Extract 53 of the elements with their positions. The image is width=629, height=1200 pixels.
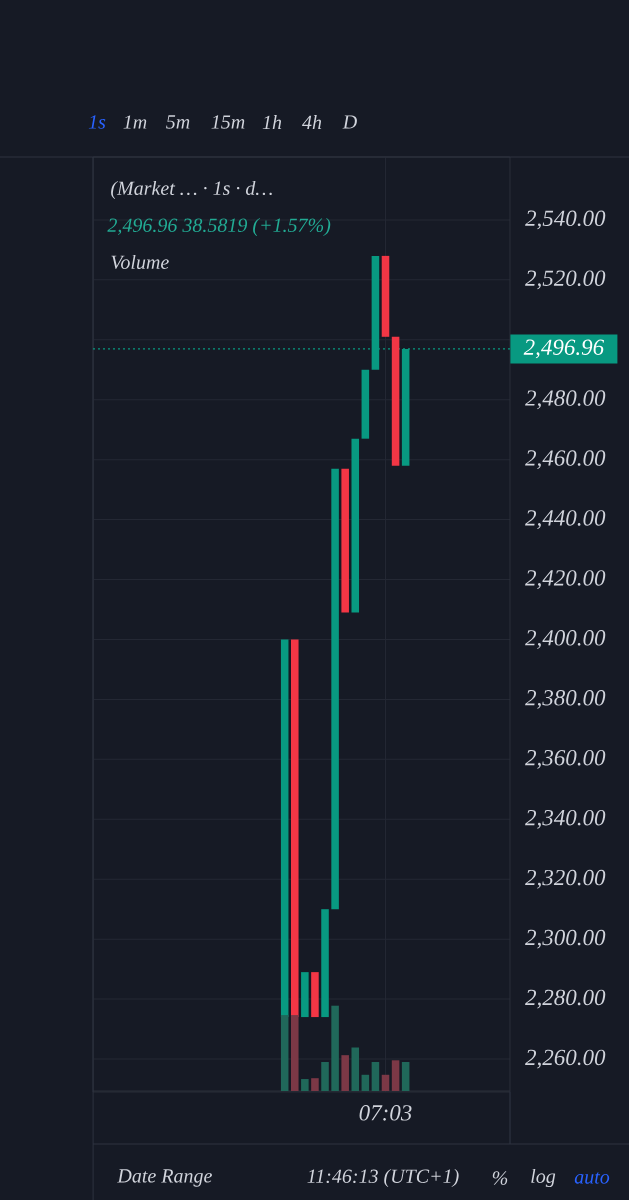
candlestick [311,972,319,1018]
text: 4h [302,115,322,129]
text: (Market … · 1s · d… [111,180,272,200]
ref-line-label: 2,496.96 [523,339,605,359]
bar [391,1060,400,1091]
y-tick-label: 2,540.00 [525,210,606,230]
bar [321,1061,329,1091]
text: 1s [88,115,106,129]
y-tick-label: 2,300.00 [525,929,606,949]
bar [361,1074,370,1091]
bar [381,1074,390,1091]
chart-title: Volume [111,254,169,270]
bar [401,1061,410,1091]
y-tick-label: 2,420.00 [525,570,606,589]
y-tick-label: 2,320.00 [525,869,606,889]
y-tick-label: 2,340.00 [525,809,606,829]
y-tick-label: 2,520.00 [525,270,606,290]
candlestick [341,468,349,613]
bar [291,1015,299,1091]
text: 11:46:13 (UTC+1) [307,1168,459,1188]
candlestick [321,909,329,1018]
text: log [531,1168,556,1188]
x-tick-label: 07:03 [359,1105,412,1121]
y-tick-label: 2,480.00 [525,390,606,410]
candlestick [301,972,309,1018]
text: D [342,115,357,129]
y-tick-label: 2,280.00 [525,989,606,1009]
text: % [492,1171,508,1185]
y-tick-label: 2,380.00 [525,690,606,709]
bar [351,1047,360,1091]
text: 15m [211,115,245,129]
bar [280,1015,289,1091]
bar [371,1061,380,1091]
text: 1h [262,115,282,129]
candlestick [381,255,390,337]
candlestick [391,336,400,466]
text: Date Range [117,1169,212,1187]
annotation: 2,496.96 38.5819 (+1.57%) [107,217,331,237]
text: 5m [166,115,190,129]
text: 1m [123,115,147,129]
candlestick [351,438,360,613]
text: auto [574,1172,610,1184]
candlestick [331,468,339,910]
y-tick-label: 2,440.00 [525,510,606,530]
y-tick-label: 2,360.00 [525,749,606,769]
y-tick-label: 2,400.00 [525,630,606,649]
y-tick-label: 2,260.00 [525,1049,606,1069]
bar [331,1005,339,1091]
candlestick [361,369,370,439]
bar [341,1055,349,1091]
y-tick-label: 2,460.00 [525,450,606,470]
bar [301,1079,309,1091]
bar [311,1078,319,1091]
